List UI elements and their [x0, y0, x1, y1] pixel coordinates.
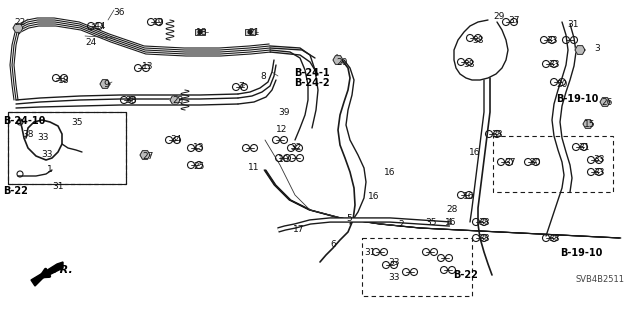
- Text: 31: 31: [578, 143, 589, 152]
- Text: 2: 2: [398, 220, 404, 229]
- Circle shape: [248, 30, 252, 34]
- Text: SVB4B2511: SVB4B2511: [576, 275, 625, 284]
- Bar: [362, 238, 472, 296]
- Text: B-24-10: B-24-10: [3, 116, 45, 126]
- Text: 17: 17: [293, 225, 305, 234]
- Text: 18: 18: [196, 28, 207, 37]
- Text: 25: 25: [193, 162, 204, 171]
- Text: 33: 33: [388, 258, 399, 267]
- Text: 29: 29: [493, 12, 504, 21]
- Bar: [493, 136, 613, 192]
- Circle shape: [198, 30, 202, 34]
- Text: 31: 31: [52, 182, 63, 191]
- Text: 34: 34: [170, 135, 181, 144]
- Text: 16: 16: [463, 192, 474, 201]
- Text: 27: 27: [142, 152, 154, 161]
- Text: 22: 22: [14, 18, 25, 27]
- Text: 36: 36: [113, 8, 125, 17]
- Text: B-19-10: B-19-10: [560, 248, 602, 258]
- Text: 10: 10: [278, 155, 289, 164]
- Text: 21: 21: [248, 28, 259, 37]
- Text: 33: 33: [388, 273, 399, 282]
- Bar: [8, 112, 126, 184]
- Text: 38: 38: [22, 130, 33, 139]
- Text: 24: 24: [85, 38, 96, 47]
- Text: 16: 16: [469, 148, 481, 157]
- Text: 33: 33: [548, 60, 559, 69]
- Text: 11: 11: [248, 163, 259, 172]
- Text: 16: 16: [384, 168, 396, 177]
- Text: 33: 33: [593, 155, 605, 164]
- Text: 31: 31: [364, 248, 376, 257]
- Text: 7: 7: [238, 82, 244, 91]
- Bar: [195, 29, 205, 35]
- Text: 14: 14: [95, 22, 106, 31]
- Text: 1: 1: [47, 165, 52, 174]
- Text: 13: 13: [142, 62, 154, 71]
- Text: 19: 19: [153, 18, 164, 27]
- Polygon shape: [170, 96, 180, 104]
- Bar: [245, 29, 255, 35]
- Bar: [8, 112, 126, 184]
- Polygon shape: [31, 262, 63, 286]
- Text: 30: 30: [529, 158, 541, 167]
- Text: 31: 31: [567, 20, 579, 29]
- Text: 35: 35: [425, 218, 436, 227]
- Text: 38: 38: [463, 60, 474, 69]
- Polygon shape: [575, 46, 585, 54]
- Text: 32: 32: [290, 143, 301, 152]
- Polygon shape: [600, 98, 610, 106]
- Text: B-22: B-22: [453, 270, 478, 280]
- Text: 38: 38: [125, 96, 136, 105]
- Text: 38: 38: [472, 36, 483, 45]
- Text: 9: 9: [103, 80, 109, 89]
- Text: 28: 28: [446, 205, 458, 214]
- Polygon shape: [333, 56, 343, 64]
- Text: 18: 18: [58, 76, 70, 85]
- Text: 35: 35: [71, 118, 83, 127]
- Text: 38: 38: [548, 234, 559, 243]
- Text: 38: 38: [478, 218, 490, 227]
- Text: 38: 38: [478, 234, 490, 243]
- Text: 38: 38: [491, 130, 502, 139]
- Polygon shape: [583, 120, 593, 128]
- Text: 26: 26: [601, 98, 612, 107]
- Text: 16: 16: [445, 218, 456, 227]
- Text: 4: 4: [447, 218, 452, 227]
- Text: 39: 39: [278, 108, 289, 117]
- Text: 16: 16: [368, 192, 380, 201]
- Text: B-22: B-22: [3, 186, 28, 196]
- Polygon shape: [140, 151, 150, 159]
- Text: 33: 33: [37, 133, 49, 142]
- Text: 8: 8: [260, 72, 266, 81]
- Text: 6: 6: [330, 240, 336, 249]
- Polygon shape: [100, 80, 110, 88]
- Text: 12: 12: [276, 125, 287, 134]
- Text: 13: 13: [193, 143, 205, 152]
- Text: B-19-10: B-19-10: [556, 94, 598, 104]
- Text: 5: 5: [346, 214, 352, 223]
- Text: 33: 33: [593, 168, 605, 177]
- Polygon shape: [13, 24, 23, 32]
- Text: 3: 3: [594, 44, 600, 53]
- Text: FR.: FR.: [53, 265, 74, 275]
- Text: 33: 33: [546, 36, 557, 45]
- Text: 20: 20: [336, 58, 348, 67]
- Text: 23: 23: [172, 96, 184, 105]
- Bar: [8, 112, 126, 184]
- Text: B-24-1: B-24-1: [294, 68, 330, 78]
- Text: 37: 37: [508, 16, 520, 25]
- Text: B-24-2: B-24-2: [294, 78, 330, 88]
- Text: 15: 15: [584, 120, 595, 129]
- Text: 20: 20: [556, 80, 568, 89]
- Text: 33: 33: [41, 150, 52, 159]
- Text: 37: 37: [504, 158, 515, 167]
